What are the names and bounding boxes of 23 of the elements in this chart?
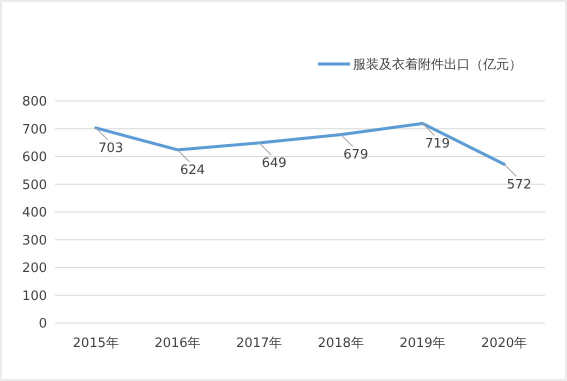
y-tick-label: 600 xyxy=(22,150,47,166)
y-tick-label: 100 xyxy=(22,288,47,304)
data-label: 703 xyxy=(98,140,124,156)
data-label: 572 xyxy=(506,177,532,192)
x-tick-label: 2020年 xyxy=(481,336,528,351)
x-tick-label: 2018年 xyxy=(318,336,364,351)
y-tick-label: 300 xyxy=(22,233,47,248)
legend-label: 服装及衣着附件出口（亿元） xyxy=(353,56,522,73)
data-label: 679 xyxy=(343,148,368,163)
data-label: 624 xyxy=(180,162,205,178)
y-tick-label: 200 xyxy=(22,261,47,276)
x-tick-label: 2016年 xyxy=(154,336,201,351)
y-tick-label: 400 xyxy=(22,206,47,221)
y-tick-label: 500 xyxy=(22,178,47,193)
data-label: 719 xyxy=(425,136,450,152)
x-tick-label: 2019年 xyxy=(399,336,446,351)
y-tick-label: 700 xyxy=(22,122,47,138)
x-tick-label: 2015年 xyxy=(72,336,119,351)
y-tick-label: 0 xyxy=(38,316,47,332)
y-tick-label: 800 xyxy=(22,94,47,110)
data-label: 649 xyxy=(262,156,287,171)
x-tick-label: 2017年 xyxy=(236,336,282,351)
line-series xyxy=(94,122,506,166)
